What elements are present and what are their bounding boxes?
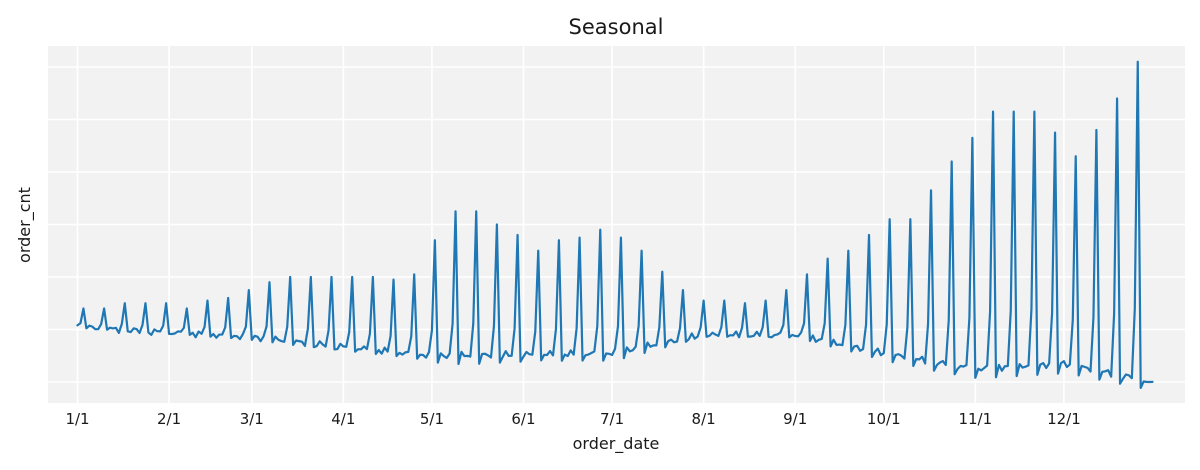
x-tick-labels: 1/1 2/1 3/1 4/1 5/1 6/1 7/1 8/1 9/1 10/1 11/1 12/1 [65,410,1080,428]
x-tick-label: 1/1 [65,410,89,428]
x-tick-label: 8/1 [692,410,716,428]
x-tick-label: 4/1 [331,410,355,428]
x-tick-label: 5/1 [420,410,444,428]
x-tick-label: 2/1 [157,410,181,428]
x-tick-label: 11/1 [958,410,992,428]
x-tick-label: 7/1 [600,410,624,428]
x-gridlines [76,46,1065,403]
x-tick-label: 10/1 [867,410,901,428]
x-tick-label: 6/1 [511,410,535,428]
x-tick-label: 12/1 [1047,410,1081,428]
x-tick-label: 9/1 [783,410,807,428]
y-axis-label: order_cnt [15,187,35,263]
x-tick-label: 3/1 [240,410,264,428]
x-axis-label: order_date [573,434,660,454]
series-line-order-cnt [76,60,1154,389]
chart-title: Seasonal [569,15,664,39]
